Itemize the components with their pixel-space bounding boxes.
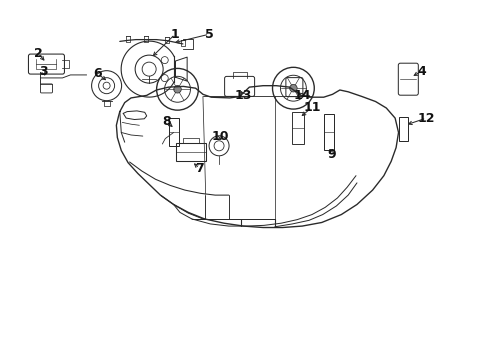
Bar bbox=[399, 117, 407, 141]
Text: 14: 14 bbox=[293, 89, 310, 102]
Bar bbox=[175, 143, 205, 161]
Bar bbox=[323, 114, 333, 150]
Text: 13: 13 bbox=[234, 89, 252, 102]
Bar bbox=[292, 112, 304, 144]
Circle shape bbox=[289, 85, 297, 92]
Circle shape bbox=[173, 86, 181, 93]
Text: 9: 9 bbox=[326, 148, 335, 161]
Bar bbox=[168, 118, 178, 147]
Text: 8: 8 bbox=[162, 115, 170, 128]
Text: 12: 12 bbox=[417, 112, 434, 125]
Text: 2: 2 bbox=[34, 47, 42, 60]
Text: 6: 6 bbox=[93, 67, 102, 80]
Text: 4: 4 bbox=[416, 65, 425, 78]
Text: 1: 1 bbox=[170, 28, 179, 41]
Text: 11: 11 bbox=[303, 101, 320, 114]
Text: 5: 5 bbox=[204, 28, 213, 41]
Text: 7: 7 bbox=[195, 162, 203, 175]
Text: 3: 3 bbox=[39, 65, 47, 78]
Text: 10: 10 bbox=[211, 130, 228, 143]
